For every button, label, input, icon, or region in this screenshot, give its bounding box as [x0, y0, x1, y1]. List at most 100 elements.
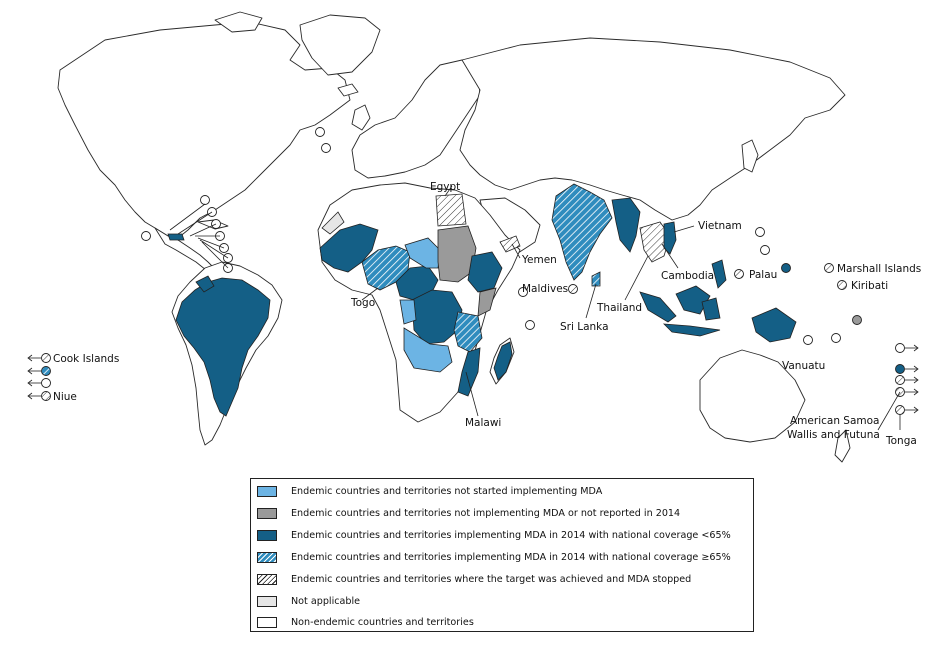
label-niue: Niue — [53, 391, 77, 403]
legend-item-below-65: Endemic countries and territories implem… — [257, 528, 731, 542]
map-labels: Egypt Yemen Togo Malawi Maldives Sri Lan… — [53, 181, 921, 447]
micronesia-marker — [781, 263, 791, 273]
philippines-region — [711, 259, 727, 289]
mozambique-region — [457, 347, 481, 397]
legend-swatch-not-started — [257, 485, 277, 497]
endemic-regions — [167, 183, 797, 417]
label-vanuatu: Vanuatu — [782, 360, 825, 372]
png-region — [751, 307, 797, 343]
label-marshall-islands: Marshall Islands — [837, 263, 921, 275]
japan — [741, 139, 759, 173]
west-pacific-marker-blue — [41, 366, 51, 376]
yemen-hatched — [499, 235, 521, 253]
thailand-cambodia-hatched — [639, 221, 671, 263]
ocean-marker-2 — [755, 227, 765, 237]
greenland — [299, 14, 381, 76]
bangladesh-myanmar-region — [611, 197, 641, 253]
europe — [351, 59, 481, 179]
legend-swatch-not-applicable — [257, 595, 277, 607]
tanzania-hatched — [453, 311, 483, 353]
haiti-region — [167, 233, 185, 241]
atlantic-marker-2 — [321, 143, 331, 153]
legend-item-target-achieved: Endemic countries and territories where … — [257, 572, 691, 586]
label-thailand: Thailand — [596, 302, 642, 314]
leader-lines — [27, 185, 919, 431]
legend-label: Non-endemic countries and territories — [291, 616, 474, 628]
palau-marker — [734, 269, 744, 279]
legend-swatch-below-65 — [257, 529, 277, 541]
western-sahara-na — [321, 211, 345, 235]
label-togo: Togo — [350, 297, 375, 309]
label-wallis-futuna: Wallis and Futuna — [787, 429, 880, 441]
ocean-marker-6 — [518, 287, 528, 297]
legend-label: Endemic countries and territories implem… — [291, 551, 731, 563]
ocean-marker-1 — [760, 245, 770, 255]
legend-label: Endemic countries and territories not im… — [291, 507, 681, 519]
cook-islands-marker — [41, 353, 51, 363]
legend-item-not-implementing: Endemic countries and territories not im… — [257, 506, 680, 520]
label-american-samoa: American Samoa — [790, 415, 880, 427]
label-cambodia: Cambodia — [661, 270, 714, 282]
madagascar-region — [493, 341, 513, 381]
central-america — [154, 227, 215, 271]
west-africa-coverage-low — [319, 223, 379, 273]
indonesia-region-3 — [662, 323, 721, 337]
legend-item-not-started: Endemic countries and territories not st… — [257, 484, 602, 498]
vietnam-region — [663, 221, 677, 255]
pacific-marker-blue — [895, 364, 905, 374]
ocean-marker-4 — [831, 333, 841, 343]
legend-swatch-not-implementing — [257, 507, 277, 519]
australia — [699, 349, 806, 443]
legend-label: Endemic countries and territories where … — [291, 573, 692, 585]
map-legend: Endemic countries and territories not st… — [250, 478, 754, 632]
sudan-not-implementing — [437, 225, 477, 283]
india-hatched — [551, 183, 613, 281]
label-tonga: Tonga — [885, 435, 917, 447]
label-vietnam: Vietnam — [698, 220, 742, 232]
label-sri-lanka: Sri Lanka — [560, 321, 609, 333]
indonesia-region-1 — [639, 291, 677, 323]
label-cook-islands: Cook Islands — [53, 353, 119, 365]
somalia-not-implementing — [477, 287, 497, 317]
legend-swatch-above-65 — [257, 551, 277, 563]
marshall-islands-marker — [824, 263, 834, 273]
guyana-region — [195, 275, 215, 293]
legend-item-above-65: Endemic countries and territories implem… — [257, 550, 731, 564]
new-zealand — [834, 429, 851, 463]
pacific-marker-white — [895, 343, 905, 353]
egypt-hatched — [435, 193, 467, 227]
bermuda-marker — [141, 231, 151, 241]
uk-ireland — [351, 104, 371, 131]
legend-label: Not applicable — [291, 595, 361, 607]
brazil-region — [175, 277, 271, 417]
ethiopia-region — [467, 251, 503, 293]
angola-not-started — [403, 327, 453, 373]
legend-item-non-endemic: Non-endemic countries and territories — [257, 615, 474, 629]
american-samoa-marker — [895, 375, 905, 385]
nigeria-region — [395, 265, 439, 301]
ocean-marker-3 — [803, 335, 813, 345]
label-yemen: Yemen — [521, 254, 557, 266]
malaysia-region — [701, 297, 721, 321]
legend-label: Endemic countries and territories not st… — [291, 485, 603, 497]
legend-item-not-applicable: Not applicable — [257, 594, 360, 608]
nauru-marker — [852, 315, 862, 325]
legend-swatch-non-endemic — [257, 616, 277, 628]
label-maldives: Maldives — [522, 283, 568, 295]
maldives-marker — [568, 284, 578, 294]
label-egypt: Egypt — [430, 181, 460, 193]
label-kiribati: Kiribati — [851, 280, 888, 292]
label-malawi: Malawi — [465, 417, 501, 429]
label-palau: Palau — [749, 269, 777, 281]
tonga-marker — [895, 405, 905, 415]
legend-label: Endemic countries and territories implem… — [291, 529, 731, 541]
canada-islands — [214, 11, 263, 33]
legend-swatch-target-achieved — [257, 573, 277, 585]
gabon-not-started — [399, 299, 417, 325]
ocean-marker-5 — [525, 320, 535, 330]
sri-lanka-hatched — [591, 271, 601, 287]
north-america — [57, 21, 351, 239]
kiribati-marker — [837, 280, 847, 290]
west-pacific-marker-white — [41, 378, 51, 388]
